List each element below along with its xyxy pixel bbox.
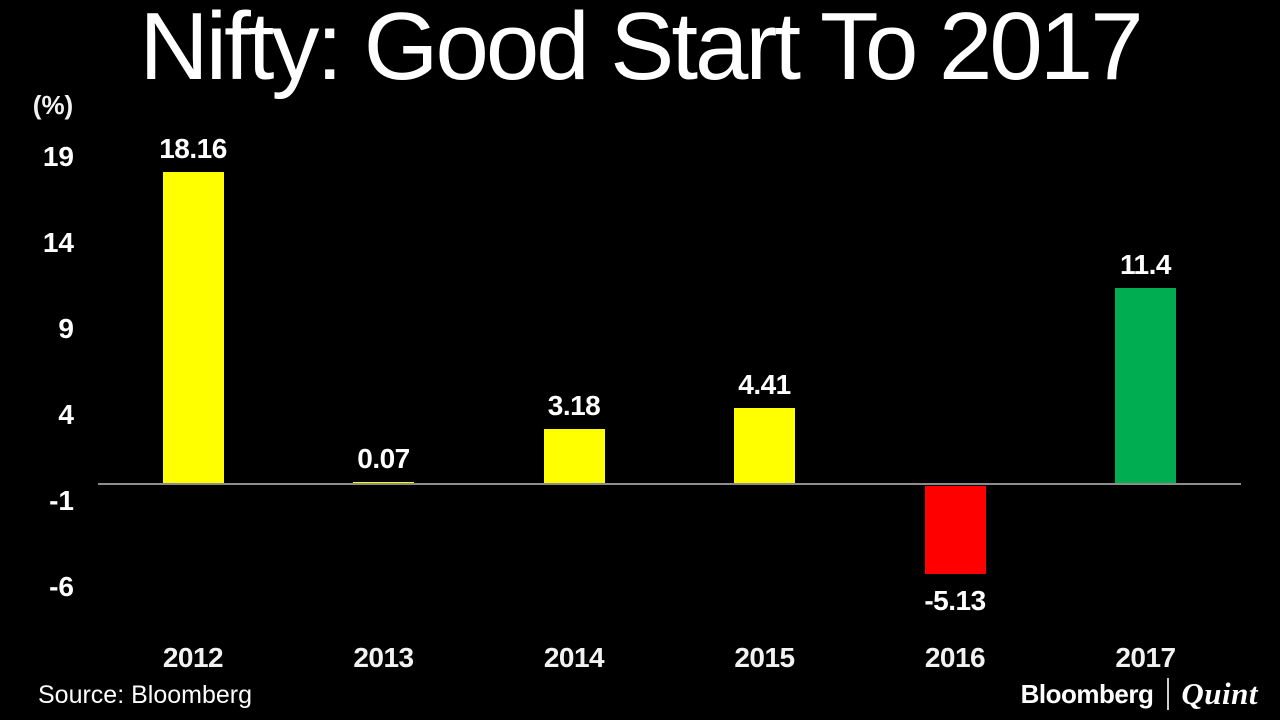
bloomberg-quint-logo: Bloomberg Quint (1021, 676, 1258, 712)
bar-value-2015: 4.41 (738, 369, 791, 401)
x-axis-label-2016: 2016 (924, 642, 986, 673)
y-axis-tick-9: 9 (58, 313, 74, 345)
logo-divider (1167, 678, 1170, 710)
bar-2015 (734, 408, 795, 484)
bar-2016 (924, 486, 986, 575)
x-axis-label-2014: 2014 (543, 642, 605, 673)
y-axis-tick-19: 19 (42, 141, 74, 173)
x-axis-label-2017: 2017 (1115, 642, 1176, 673)
y-axis-tick--6: -6 (49, 571, 74, 603)
bloomberg-wordmark: Bloomberg (1020, 678, 1154, 709)
x-axis-line (98, 483, 1241, 485)
bar-value-2012: 18.16 (159, 132, 227, 164)
x-axis-label-2013: 2013 (353, 642, 414, 673)
bar-2012 (162, 171, 224, 484)
y-axis-unit-label: (%) (32, 90, 74, 120)
bar-2017 (1115, 287, 1176, 484)
x-axis-label-2015: 2015 (734, 642, 795, 673)
bar-value-2016: -5.13 (924, 585, 986, 617)
bar-value-2017: 11.4 (1120, 248, 1171, 280)
chart-title: Nifty: Good Start To 2017 (139, 0, 1143, 100)
y-axis-tick--1: -1 (49, 485, 74, 517)
bar-value-2014: 3.18 (547, 390, 601, 422)
x-axis-label-2012: 2012 (162, 642, 224, 673)
y-axis-tick-14: 14 (42, 227, 74, 259)
bar-value-2013: 0.07 (357, 443, 410, 474)
source-note: Source: Bloomberg (38, 681, 253, 709)
quint-wordmark: Quint (1181, 676, 1258, 711)
bar-2014 (543, 429, 605, 484)
y-axis-tick-4: 4 (58, 399, 74, 431)
